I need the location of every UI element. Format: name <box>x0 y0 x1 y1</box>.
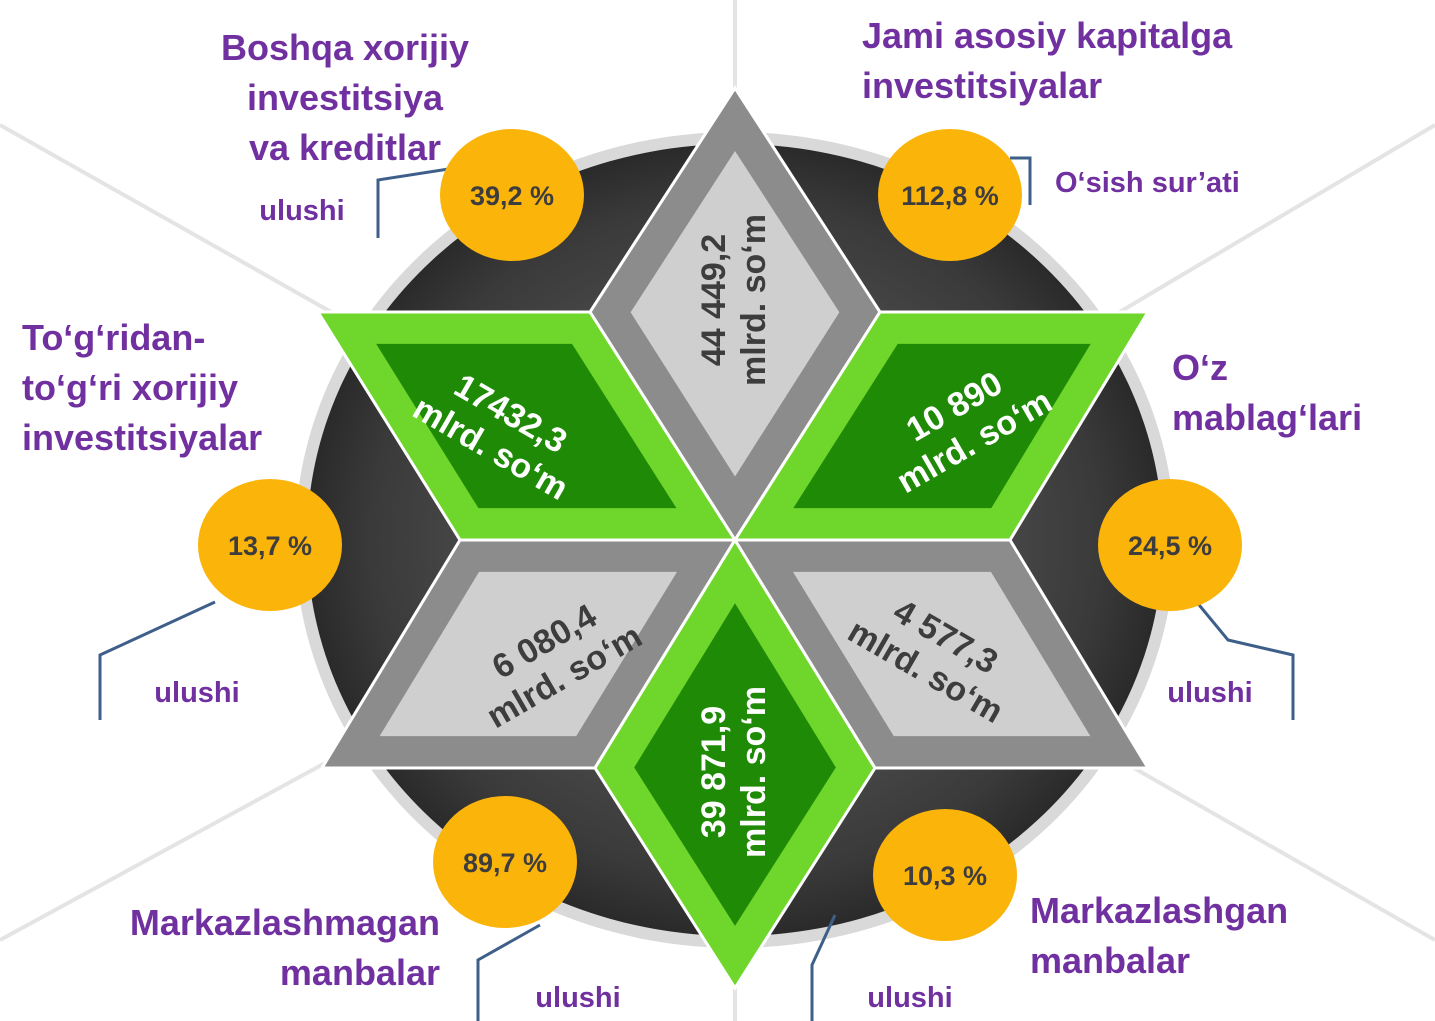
percent-label: 112,8 % <box>901 181 999 211</box>
heading: Boshqa xorijiy <box>221 27 469 68</box>
amount-unit: mlrd. so‘m <box>735 214 773 386</box>
percent-label: 39,2 % <box>470 181 554 211</box>
amount-unit: mlrd. so‘m <box>735 686 773 858</box>
note: O‘sish sur’ati <box>1055 167 1240 199</box>
heading: manbalar <box>1030 940 1190 981</box>
heading: O‘z <box>1172 347 1228 388</box>
note: ulushi <box>535 982 620 1014</box>
infographic: 44 449,2mlrd. so‘m17432,3mlrd. so‘m10 89… <box>0 0 1435 1021</box>
percent-label: 13,7 % <box>228 531 312 561</box>
heading: manbalar <box>280 952 440 993</box>
heading: Jami asosiy kapitalga <box>862 15 1233 56</box>
heading: investitsiyalar <box>862 65 1102 106</box>
heading: investitsiyalar <box>22 417 262 458</box>
note: ulushi <box>867 982 952 1014</box>
note: ulushi <box>154 677 239 709</box>
heading: investitsiya <box>247 77 444 118</box>
amount-value: 39 871,9 <box>695 706 733 838</box>
heading: va kreditlar <box>249 127 441 168</box>
amount-value: 44 449,2 <box>695 234 733 366</box>
percent-label: 24,5 % <box>1128 531 1212 561</box>
heading: Markazlashgan <box>1030 890 1288 931</box>
connector <box>478 925 540 1021</box>
heading: to‘g‘ri xorijiy <box>22 367 238 408</box>
percent-label: 10,3 % <box>903 861 987 891</box>
heading: To‘g‘ridan- <box>22 317 205 358</box>
heading: mablag‘lari <box>1172 397 1362 438</box>
heading: Markazlashmagan <box>130 902 440 943</box>
percent-label: 89,7 % <box>463 848 547 878</box>
note: ulushi <box>1167 677 1252 709</box>
note: ulushi <box>259 195 344 227</box>
